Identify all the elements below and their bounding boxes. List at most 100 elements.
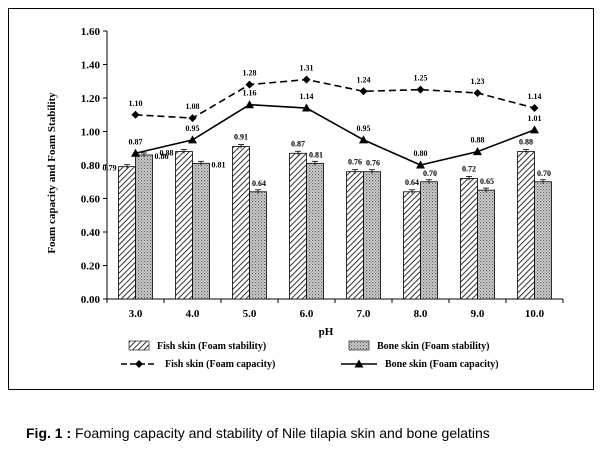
- legend-swatch: [128, 340, 150, 351]
- caption-label: Fig. 1 :: [26, 425, 72, 441]
- bone-skin-stability-bar: [192, 162, 210, 300]
- triangle-marker: [359, 135, 368, 144]
- line-data-label: 0.95: [357, 124, 371, 133]
- axes: 0.00 0.20 0.40 0.60 0.80 1.00 1.20 1.40 1.60 3.0 4…: [81, 26, 564, 320]
- x-tick-label: 7.0: [357, 308, 371, 320]
- figure-caption: Fig. 1 : Foaming capacity and stability …: [26, 425, 490, 441]
- legend-label: Bone skin (Foam stability): [377, 341, 490, 352]
- y-tick-label: 1.40: [81, 60, 101, 72]
- y-tick-label: 0.40: [81, 227, 101, 239]
- y-tick-label: 0.00: [81, 294, 101, 306]
- y-tick-label: 0.80: [81, 160, 101, 172]
- fish-skin-stability-bar: [175, 151, 193, 300]
- y-tick-label: 1.60: [81, 26, 101, 38]
- y-tick-label: 1.20: [81, 93, 101, 105]
- y-tick-label: 0.60: [81, 194, 101, 206]
- x-tick-label: 5.0: [243, 308, 257, 320]
- legend-swatch: [348, 340, 370, 351]
- foam-chart: 0.00 0.20 0.40 0.60 0.80 1.00 1.20 1.40 1.60 3.0 4…: [46, 26, 564, 370]
- bar-data-label: 0.70: [423, 169, 437, 178]
- bar-data-label: 0.72: [462, 164, 476, 173]
- bars: [118, 144, 552, 300]
- x-tick-label: 3.0: [129, 308, 143, 320]
- diamond-marker: [416, 85, 425, 94]
- line-data-label: 1.31: [300, 64, 314, 73]
- line-data-label: 1.16: [243, 89, 257, 98]
- legend-label: Fish skin (Foam stability): [157, 341, 266, 352]
- line-data-label: 1.01: [528, 114, 542, 123]
- line-data-label: 0.80: [414, 149, 428, 158]
- x-axis-title: pH: [319, 326, 334, 338]
- fish-skin-capacity-line: [135, 78, 535, 119]
- line-data-label: 0.95: [186, 124, 200, 133]
- bone-skin-stability-bar: [135, 154, 153, 300]
- bar-data-label: 0.81: [212, 160, 226, 169]
- x-tick-label: 9.0: [471, 308, 485, 320]
- fish-skin-stability-bar: [403, 191, 421, 300]
- line-data-label: 1.14: [528, 92, 542, 101]
- bar-data-label: 0.86: [155, 152, 169, 161]
- diamond-marker: [245, 80, 254, 89]
- bar-data-label: 0.88: [160, 149, 174, 158]
- legend: Fish skin (Foam stability) Bone skin (Foa…: [121, 340, 499, 370]
- diamond-marker: [302, 75, 311, 84]
- diamond-marker: [359, 87, 368, 96]
- fish-skin-stability-bar: [118, 166, 136, 300]
- x-tick-label: 6.0: [300, 308, 314, 320]
- bar-data-label: 0.88: [519, 138, 533, 147]
- line-data-label: 1.10: [129, 99, 143, 108]
- bar-data-label: 0.87: [291, 139, 305, 148]
- y-tick-label: 1.00: [81, 127, 101, 139]
- line-data-label: 1.14: [300, 92, 314, 101]
- bar-data-label: 0.81: [309, 150, 323, 159]
- caption-text: Foaming capacity and stability of Nile t…: [71, 425, 490, 441]
- data-labels: 0.790.880.910.870.760.640.720.880.860.81…: [103, 64, 552, 188]
- triangle-marker: [416, 160, 425, 169]
- y-axis-title: Foam capacity and Foam Stability: [46, 92, 58, 254]
- line-data-label: 1.23: [471, 77, 485, 86]
- x-tick-label: 4.0: [186, 308, 200, 320]
- x-tick-label: 10.0: [525, 308, 545, 320]
- x-tick-label: 8.0: [414, 308, 428, 320]
- fish-skin-stability-bar: [346, 171, 364, 300]
- bone-skin-capacity-line: [135, 103, 535, 166]
- line-data-label: 1.25: [414, 74, 428, 83]
- triangle-marker: [473, 147, 482, 156]
- triangle-marker: [131, 148, 140, 157]
- bone-skin-stability-bar: [534, 181, 552, 300]
- legend-marker: [354, 359, 364, 368]
- fish-skin-stability-bar: [232, 146, 250, 300]
- triangle-marker: [245, 100, 254, 109]
- bar-data-label: 0.70: [537, 169, 551, 178]
- bar-data-label: 0.76: [366, 159, 380, 168]
- line-data-label: 0.88: [471, 136, 485, 145]
- bone-skin-stability-bar: [306, 162, 324, 300]
- line-data-label: 1.08: [186, 102, 200, 111]
- bone-skin-stability-bar: [477, 189, 495, 300]
- diamond-marker: [131, 110, 140, 119]
- fish-skin-stability-bar: [460, 177, 478, 300]
- fish-skin-stability-bar: [517, 151, 535, 300]
- chart-frame: 0.00 0.20 0.40 0.60 0.80 1.00 1.20 1.40 1.60 3.0 4…: [8, 8, 594, 390]
- line-data-label: 1.24: [357, 75, 371, 84]
- bone-skin-stability-bar: [363, 171, 381, 300]
- line-data-label: 1.28: [243, 69, 257, 78]
- bar-data-label: 0.64: [405, 178, 419, 187]
- triangle-marker: [188, 135, 197, 144]
- triangle-marker: [302, 103, 311, 112]
- bar-data-label: 0.65: [480, 177, 494, 186]
- fish-skin-stability-bar: [289, 152, 307, 300]
- legend-label: Bone skin (Foam capacity): [385, 359, 499, 370]
- triangle-marker: [530, 125, 539, 134]
- diamond-marker: [188, 114, 197, 123]
- bar-data-label: 0.76: [348, 158, 362, 167]
- bone-skin-stability-bar: [249, 191, 267, 300]
- legend-marker: [135, 360, 143, 368]
- line-data-label: 0.87: [129, 137, 143, 146]
- bone-skin-stability-bar: [420, 181, 438, 300]
- y-tick-label: 0.20: [81, 261, 101, 273]
- legend-label: Fish skin (Foam capacity): [165, 359, 275, 370]
- diamond-marker: [530, 104, 539, 113]
- diamond-marker: [473, 88, 482, 97]
- bar-data-label: 0.64: [252, 179, 266, 188]
